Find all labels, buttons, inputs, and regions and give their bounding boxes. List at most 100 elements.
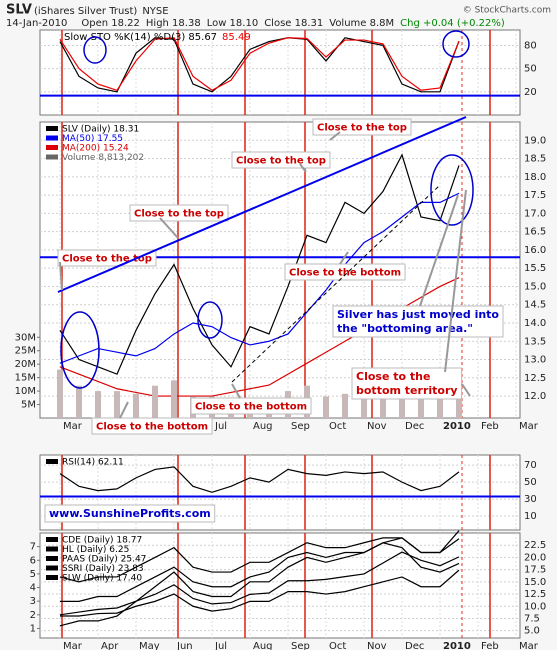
- annotation-box: [91, 417, 213, 435]
- date: 14-Jan-2010: [6, 18, 67, 29]
- annotation: bottom territory: [356, 384, 458, 397]
- series-line: [60, 537, 460, 602]
- legend-entry: SSRI (Daily) 23.83: [62, 564, 144, 574]
- y-tick-label: 15.0: [524, 577, 546, 588]
- annotation-box: [44, 504, 216, 523]
- volume-bar: [418, 385, 424, 418]
- x-tick-label: Nov: [367, 421, 387, 432]
- y-tick-label: 18.0: [524, 172, 546, 183]
- y-tick-label: 50: [524, 477, 537, 488]
- name: (iShares Silver Trust): [34, 6, 137, 17]
- y-tick-label: 18.5: [524, 154, 546, 165]
- high: High 18.38: [146, 18, 201, 29]
- y-tick-label: 12.0: [524, 391, 546, 402]
- annotation: Close to the top: [317, 123, 407, 134]
- legend-swatch: [46, 135, 58, 141]
- series-line: [60, 569, 460, 617]
- y-tick-label: 15.5: [524, 263, 546, 274]
- x-tick-label: Sep: [291, 641, 310, 650]
- y2-tick-label: 5: [30, 569, 36, 580]
- pointer: [444, 189, 467, 373]
- volume-bar: [361, 391, 367, 418]
- y2-tick-label: 5M: [21, 400, 36, 411]
- legend-entry: Slow STO %K(14) %D(3) 85.67: [64, 32, 217, 43]
- x-tick-label: Apr: [101, 641, 119, 650]
- y2-tick-label: 15M: [15, 373, 36, 384]
- series-line: [59, 37, 460, 93]
- y-tick-label: 17.0: [524, 208, 546, 219]
- y-tick-label: 17.5: [524, 190, 546, 201]
- annotation-box: [129, 204, 229, 222]
- x-tick-label: Dec: [405, 421, 424, 432]
- x-tick-label: Jul: [214, 641, 227, 650]
- annotation: Close to the bottom: [195, 402, 307, 413]
- change: Chg +0.04 (+0.22%): [400, 18, 505, 29]
- pointer: [419, 194, 459, 307]
- trend-line: [57, 116, 467, 293]
- y-tick-label: 5.0: [524, 626, 540, 637]
- x-tick-label: Jul: [214, 421, 227, 432]
- x-tick-label: Mar: [519, 641, 539, 650]
- y2-tick-label: 3: [30, 596, 36, 607]
- y2-tick-label: 20M: [15, 359, 36, 370]
- y-tick-label: 22.5: [524, 540, 546, 551]
- y-tick-label: 14.5: [524, 300, 546, 311]
- y2-tick-label: 7: [30, 542, 36, 553]
- y-tick-label: 20: [524, 87, 537, 98]
- x-tick-label: Nov: [367, 641, 387, 650]
- pointer: [59, 261, 63, 291]
- open: Open 18.22: [81, 18, 140, 29]
- legend-swatch: [46, 565, 58, 571]
- series-line: [59, 153, 460, 375]
- x-tick-label: Dec: [405, 641, 424, 650]
- y-tick-label: 12.5: [524, 589, 546, 600]
- x-tick-label: Oct: [329, 421, 346, 432]
- legend-entry: 85.49: [222, 32, 251, 43]
- annotation-box: [351, 367, 463, 400]
- annotation: Silver has just moved into: [337, 308, 499, 321]
- legend-swatch: [46, 154, 58, 160]
- volume-bar: [133, 393, 139, 418]
- pointer: [461, 383, 471, 397]
- y-tick-label: 10.0: [524, 601, 546, 612]
- volume-bar: [95, 391, 101, 418]
- volume-bar: [57, 369, 63, 418]
- legend-swatch: [46, 537, 58, 542]
- y2-tick-label: 25M: [15, 346, 36, 357]
- x-tick-label: Mar: [519, 421, 539, 432]
- annotation-box: [312, 118, 412, 136]
- legend-swatch: [46, 546, 58, 552]
- y-tick-label: 13.0: [524, 355, 546, 366]
- y-tick-label: 30: [524, 494, 537, 505]
- x-tick-label: Oct: [329, 641, 346, 650]
- exchange: NYSE: [142, 6, 168, 17]
- y-tick-label: 12.5: [524, 373, 546, 384]
- series-line: [59, 466, 460, 493]
- volume-bar: [152, 385, 158, 418]
- x-tick-label: 2010: [443, 641, 471, 650]
- pointer: [299, 163, 307, 173]
- legend-entry: CDE (Daily) 18.77: [62, 536, 142, 546]
- pointer: [339, 251, 349, 265]
- annotation: Close to the bottom: [289, 268, 401, 279]
- x-tick-label: May: [139, 641, 160, 650]
- annotation: www.SunshineProfits.com: [49, 507, 211, 520]
- legend-entry: Volume 8,813,202: [62, 153, 144, 163]
- y2-tick-label: 30M: [15, 332, 36, 343]
- legend-entry: HL (Daily) 6.25: [62, 545, 129, 555]
- volume-bar: [456, 394, 462, 418]
- legend-swatch: [46, 575, 58, 580]
- panel: [39, 29, 521, 116]
- x-tick-label: 2010: [443, 421, 471, 432]
- series-line: [59, 37, 460, 91]
- pointer: [231, 383, 241, 399]
- legend-entry: SLW (Daily) 17.40: [62, 574, 142, 584]
- y2-tick-label: 4: [30, 583, 36, 594]
- legend-entry: MA(50) 17.55: [62, 134, 123, 144]
- y-tick-label: 7.5: [524, 613, 540, 624]
- x-tick-label: Aug: [253, 641, 273, 650]
- annotation: Close to the top: [236, 156, 326, 167]
- y-tick-label: 13.5: [524, 336, 546, 347]
- y-tick-label: 20.0: [524, 552, 546, 563]
- x-tick-label: Aug: [253, 421, 273, 432]
